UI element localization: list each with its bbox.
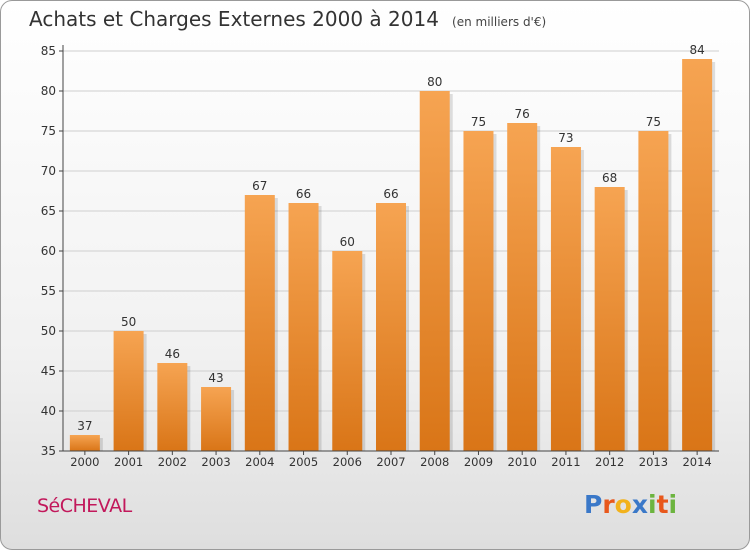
logo-letter: x xyxy=(631,490,648,519)
y-tick-label: 80 xyxy=(41,84,56,98)
commune-name: SéCHEVAL xyxy=(37,495,132,517)
bar xyxy=(419,91,450,451)
chart-subtitle: (en milliers d'€) xyxy=(452,15,547,29)
bar xyxy=(69,435,100,451)
x-tick-label: 2013 xyxy=(639,455,668,469)
data-label: 60 xyxy=(340,235,355,249)
bar xyxy=(113,331,144,451)
data-label: 75 xyxy=(471,115,486,129)
bars xyxy=(69,59,716,451)
data-label: 50 xyxy=(121,315,136,329)
data-label: 66 xyxy=(296,187,311,201)
bar xyxy=(463,131,494,451)
x-tick-label: 2010 xyxy=(508,455,537,469)
bar xyxy=(376,203,406,451)
data-label: 43 xyxy=(208,371,223,385)
x-tick-label: 2011 xyxy=(551,455,580,469)
y-tick-label: 50 xyxy=(41,324,56,338)
bar xyxy=(332,251,363,451)
y-tick-label: 70 xyxy=(41,164,56,178)
x-tick-label: 2007 xyxy=(376,455,405,469)
x-tick-label: 2012 xyxy=(595,455,624,469)
bar xyxy=(507,123,538,451)
y-tick-label: 65 xyxy=(41,204,56,218)
logo-letter: i xyxy=(668,490,678,519)
y-tick-label: 45 xyxy=(41,364,56,378)
x-tick-label: 2006 xyxy=(333,455,362,469)
x-tick-label: 2004 xyxy=(245,455,274,469)
data-label: 66 xyxy=(383,187,398,201)
x-tick-label: 2003 xyxy=(201,455,230,469)
logo-letter: o xyxy=(614,490,632,519)
data-label: 68 xyxy=(602,171,617,185)
x-tick-label: 2014 xyxy=(682,455,711,469)
data-labels: 37 50 46 43 67 66 60 66 80 75 76 73 68 75 84 xyxy=(77,43,705,433)
y-tick-label: 60 xyxy=(41,244,56,258)
bar xyxy=(288,203,319,451)
chart-title: Achats et Charges Externes 2000 à 2014 xyxy=(29,7,439,31)
logo-letter: P xyxy=(584,490,603,519)
logo-letter: i xyxy=(648,490,657,519)
data-label: 37 xyxy=(77,419,92,433)
data-label: 73 xyxy=(558,131,573,145)
x-tick-label: 2009 xyxy=(464,455,493,469)
x-tick-label: 2008 xyxy=(420,455,449,469)
title-row: Achats et Charges Externes 2000 à 2014 (… xyxy=(29,7,546,31)
data-label: 67 xyxy=(252,179,267,193)
data-label: 46 xyxy=(165,347,180,361)
x-tick-label: 2002 xyxy=(158,455,187,469)
logo-letter: r xyxy=(602,490,615,519)
y-tick-label: 55 xyxy=(41,284,56,298)
y-tick-label: 75 xyxy=(41,124,56,138)
bar xyxy=(157,363,188,451)
data-label: 75 xyxy=(646,115,661,129)
y-tick-label: 35 xyxy=(41,444,56,458)
x-tick-label: 2001 xyxy=(114,455,143,469)
bar xyxy=(550,147,581,451)
data-label: 80 xyxy=(427,75,442,89)
x-tick-label: 2000 xyxy=(70,455,99,469)
data-label: 76 xyxy=(515,107,530,121)
bar xyxy=(594,187,625,451)
x-tick-label: 2005 xyxy=(289,455,318,469)
axes: 35 40 45 50 55 60 65 70 75 80 85 2000 2001 2002 2003 20… xyxy=(41,44,719,469)
proxiti-logo: Proxiti xyxy=(584,490,677,519)
bar xyxy=(201,387,232,451)
data-label: 84 xyxy=(689,43,704,57)
bar xyxy=(244,195,275,451)
y-tick-label: 40 xyxy=(41,404,56,418)
bar xyxy=(638,131,669,451)
y-tick-label: 85 xyxy=(41,44,56,58)
logo-letter: t xyxy=(656,490,669,519)
bar xyxy=(682,59,713,451)
